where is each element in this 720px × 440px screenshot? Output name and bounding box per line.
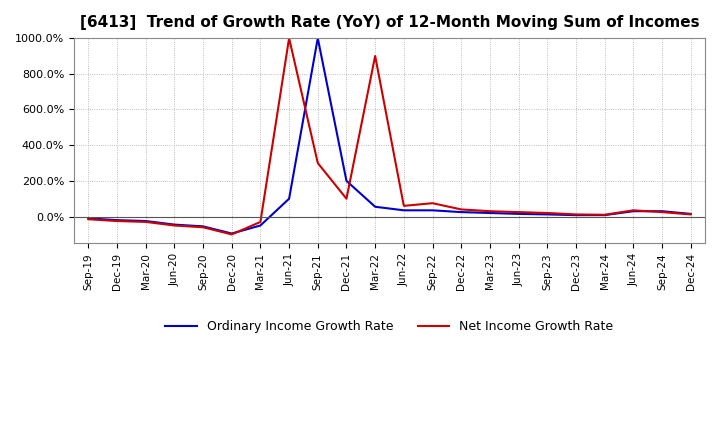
Title: [6413]  Trend of Growth Rate (YoY) of 12-Month Moving Sum of Incomes: [6413] Trend of Growth Rate (YoY) of 12-… xyxy=(80,15,699,30)
Ordinary Income Growth Rate xyxy=(112,217,121,223)
Ordinary Income Growth Rate xyxy=(313,36,322,41)
Ordinary Income Growth Rate xyxy=(629,209,638,214)
Net Income Growth Rate xyxy=(428,201,437,206)
Net Income Growth Rate xyxy=(686,212,695,217)
Ordinary Income Growth Rate xyxy=(228,231,236,236)
Net Income Growth Rate xyxy=(485,209,494,214)
Ordinary Income Growth Rate xyxy=(371,204,379,209)
Net Income Growth Rate xyxy=(600,212,609,217)
Ordinary Income Growth Rate xyxy=(141,218,150,224)
Net Income Growth Rate xyxy=(170,223,179,228)
Net Income Growth Rate xyxy=(256,219,265,224)
Net Income Growth Rate xyxy=(657,209,666,215)
Net Income Growth Rate xyxy=(285,36,294,41)
Ordinary Income Growth Rate xyxy=(84,216,93,221)
Line: Net Income Growth Rate: Net Income Growth Rate xyxy=(89,38,690,235)
Net Income Growth Rate xyxy=(199,225,207,230)
Ordinary Income Growth Rate xyxy=(543,212,552,217)
Ordinary Income Growth Rate xyxy=(199,224,207,229)
Line: Ordinary Income Growth Rate: Ordinary Income Growth Rate xyxy=(89,38,690,234)
Legend: Ordinary Income Growth Rate, Net Income Growth Rate: Ordinary Income Growth Rate, Net Income … xyxy=(161,315,618,338)
Ordinary Income Growth Rate xyxy=(457,209,466,215)
Ordinary Income Growth Rate xyxy=(256,223,265,228)
Net Income Growth Rate xyxy=(313,161,322,166)
Ordinary Income Growth Rate xyxy=(686,211,695,216)
Net Income Growth Rate xyxy=(629,208,638,213)
Net Income Growth Rate xyxy=(112,218,121,224)
Net Income Growth Rate xyxy=(342,196,351,202)
Ordinary Income Growth Rate xyxy=(572,213,580,218)
Net Income Growth Rate xyxy=(228,232,236,237)
Ordinary Income Growth Rate xyxy=(342,178,351,183)
Net Income Growth Rate xyxy=(572,212,580,217)
Ordinary Income Growth Rate xyxy=(514,211,523,216)
Ordinary Income Growth Rate xyxy=(485,210,494,216)
Ordinary Income Growth Rate xyxy=(285,196,294,202)
Ordinary Income Growth Rate xyxy=(600,213,609,218)
Net Income Growth Rate xyxy=(400,203,408,209)
Ordinary Income Growth Rate xyxy=(170,222,179,227)
Net Income Growth Rate xyxy=(543,210,552,216)
Ordinary Income Growth Rate xyxy=(400,208,408,213)
Net Income Growth Rate xyxy=(371,53,379,59)
Net Income Growth Rate xyxy=(514,209,523,215)
Net Income Growth Rate xyxy=(84,216,93,222)
Net Income Growth Rate xyxy=(141,219,150,224)
Ordinary Income Growth Rate xyxy=(657,209,666,214)
Ordinary Income Growth Rate xyxy=(428,208,437,213)
Net Income Growth Rate xyxy=(457,207,466,212)
